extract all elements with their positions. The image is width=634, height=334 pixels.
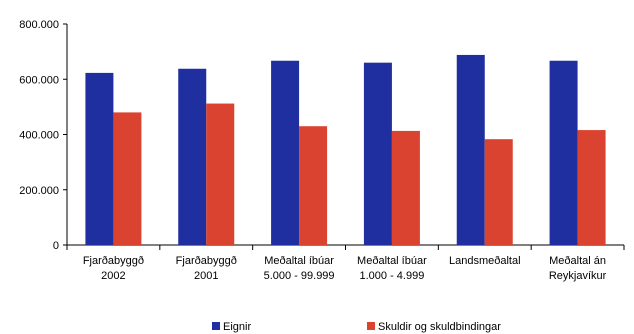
x-category-label-line: Meðaltal án <box>549 255 606 267</box>
bar-skuldir-2 <box>299 126 328 245</box>
bar-skuldir-3 <box>391 130 420 245</box>
y-tick-label: 200.000 <box>19 185 59 197</box>
legend-label-eignir: Eignir <box>223 321 251 333</box>
x-axis-labels: Fjarðabyggð 2002 Fjarðabyggð 2001 Meðaltal í… <box>83 255 607 282</box>
bar-eignir-2 <box>271 60 300 246</box>
y-axis-ticks: 0 200.000 400.000 600.000 800.000 <box>19 19 67 252</box>
x-category-label-line: Fjarðabyggð <box>176 255 237 267</box>
x-category-label: Meðaltal íbúar 1.000 - 4.999 <box>357 255 427 282</box>
x-category-label-line: Fjarðabyggð <box>83 255 144 267</box>
y-tick-label: 0 <box>53 240 59 252</box>
y-tick-label: 800.000 <box>19 19 59 31</box>
x-category-label-line: 5.000 - 99.999 <box>264 270 335 282</box>
x-category-label-line: Landsmeðaltal <box>449 255 521 267</box>
x-category-label-line: Meðaltal íbúar <box>264 255 334 267</box>
x-category-label-line: 1.000 - 4.999 <box>359 270 424 282</box>
x-category-label-line: Meðaltal íbúar <box>357 255 427 267</box>
x-category-label-line: Reykjavíkur <box>549 270 607 282</box>
bar-skuldir-5 <box>577 130 606 245</box>
bar-eignir-1 <box>178 68 207 245</box>
y-tick-label: 400.000 <box>19 130 59 142</box>
x-category-label: Fjarðabyggð 2002 <box>83 255 144 282</box>
bar-skuldir-4 <box>484 139 513 245</box>
chart-legend: Eignir Skuldir og skuldbindingar <box>212 321 501 333</box>
x-category-label: Landsmeðaltal <box>449 255 521 267</box>
bar-eignir-5 <box>549 60 578 246</box>
x-category-label: Meðaltal íbúar 5.000 - 99.999 <box>264 255 335 282</box>
bar-skuldir-1 <box>206 103 235 245</box>
x-category-label: Fjarðabyggð 2001 <box>176 255 237 282</box>
bar-eignir-3 <box>363 62 392 245</box>
x-category-label-line: 2001 <box>194 270 218 282</box>
legend-swatch-skuldir <box>367 322 375 330</box>
bar-eignir-0 <box>85 72 114 246</box>
legend-label-skuldir: Skuldir og skuldbindingar <box>378 321 501 333</box>
bar-eignir-4 <box>456 54 485 245</box>
chart-bars <box>85 54 606 246</box>
x-category-label-line: 2002 <box>101 270 125 282</box>
chart-axes <box>66 24 625 250</box>
y-tick-label: 600.000 <box>19 74 59 86</box>
legend-swatch-eignir <box>212 322 220 330</box>
bar-skuldir-0 <box>113 112 142 246</box>
x-category-label: Meðaltal án Reykjavíkur <box>549 255 607 282</box>
